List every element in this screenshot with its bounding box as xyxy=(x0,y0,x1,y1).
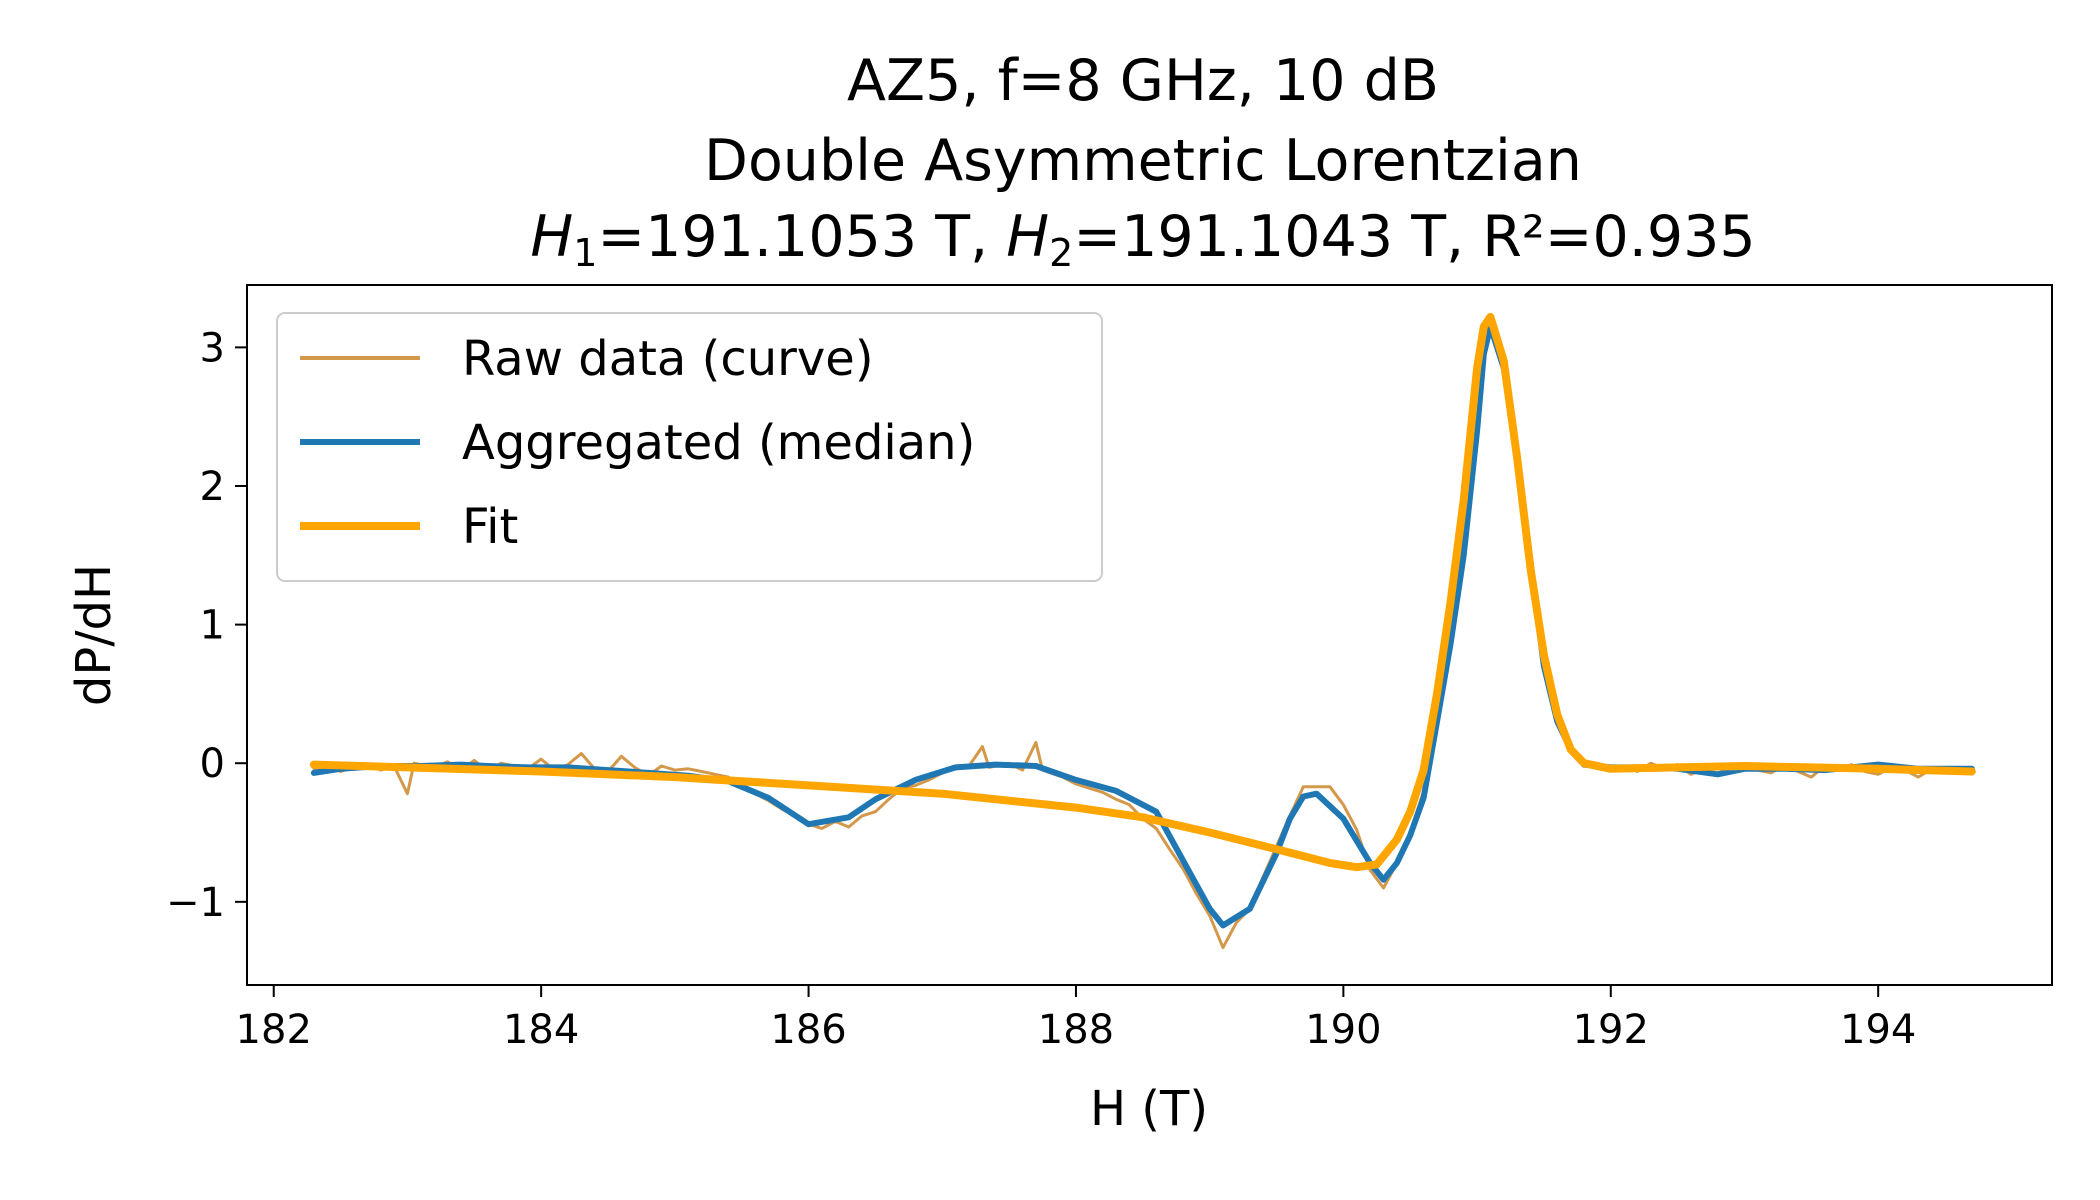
x-tick-label: 192 xyxy=(1573,1007,1649,1053)
y-axis: −1 0 1 2 3 xyxy=(166,325,247,926)
title-h2-subscript: 2 xyxy=(1049,231,1073,275)
title-line-2: Double Asymmetric Lorentzian xyxy=(704,128,1582,194)
y-tick-label: 0 xyxy=(200,741,225,787)
series-fit-line xyxy=(309,312,1976,872)
y-axis-label: dP/dH xyxy=(66,564,122,706)
legend-label-aggregated: Aggregated (median) xyxy=(462,415,975,471)
legend: Raw data (curve) Aggregated (median) Fit xyxy=(276,312,1103,582)
series-layer xyxy=(309,312,1976,950)
x-tick-label: 194 xyxy=(1840,1007,1916,1053)
title-h2-symbol: H xyxy=(1006,204,1049,270)
x-axis: 182 184 186 188 190 192 194 xyxy=(236,985,1916,1053)
title-h1-subscript: 1 xyxy=(573,231,597,275)
title-line-1: AZ5, f=8 GHz, 10 dB xyxy=(847,48,1439,114)
x-axis-label: H (T) xyxy=(1090,1081,1208,1137)
y-tick-label: −1 xyxy=(166,880,225,926)
title-h1-symbol: H xyxy=(530,204,573,270)
x-tick-label: 186 xyxy=(770,1007,846,1053)
legend-box xyxy=(276,312,1103,582)
legend-label-fit: Fit xyxy=(462,499,518,555)
title-h2-value: =191.1043 T, R²=0.935 xyxy=(1073,204,1755,270)
x-tick-label: 184 xyxy=(503,1007,579,1053)
y-tick-label: 1 xyxy=(200,603,225,649)
title-h1-value: =191.1053 T, xyxy=(597,204,1006,270)
title-line-3: H1=191.1053 T, H2=191.1043 T, R²=0.935 xyxy=(530,204,1755,275)
y-tick-label: 3 xyxy=(200,325,225,371)
x-tick-label: 182 xyxy=(236,1007,312,1053)
plot-frame xyxy=(246,284,2053,986)
legend-label-raw: Raw data (curve) xyxy=(462,331,874,387)
x-tick-label: 188 xyxy=(1038,1007,1114,1053)
y-tick-label: 2 xyxy=(200,464,225,510)
x-tick-label: 190 xyxy=(1305,1007,1381,1053)
chart-title: AZ5, f=8 GHz, 10 dB Double Asymmetric Lo… xyxy=(530,48,1755,275)
